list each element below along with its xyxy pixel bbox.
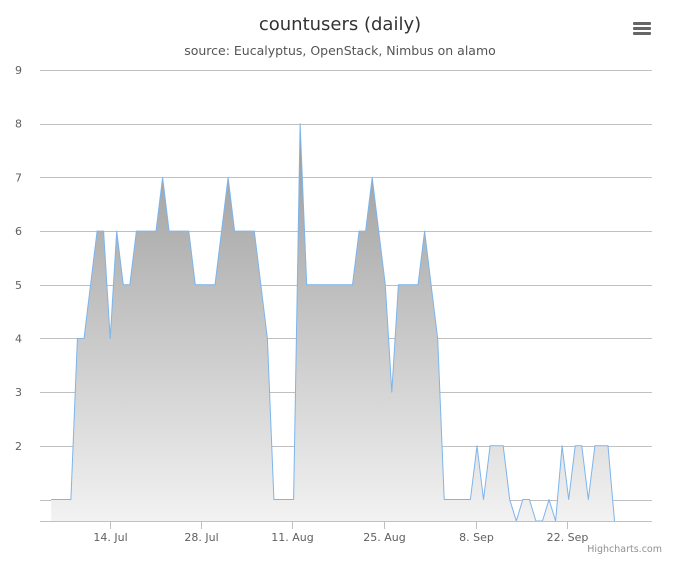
y-tick-label: 5	[15, 279, 22, 292]
series-line[interactable]	[51, 123, 615, 522]
series-area	[51, 123, 615, 522]
y-tick-label: 4	[15, 332, 22, 345]
x-axis-labels: 14. Jul 28. Jul 11. Aug 25. Aug 8. Sep 22. Se…	[93, 531, 588, 544]
y-axis-labels: 2 3 4 5 6 7 8 9	[15, 64, 22, 453]
x-axis	[40, 521, 652, 529]
x-tick-label: 11. Aug	[271, 531, 313, 544]
x-tick-label: 25. Aug	[363, 531, 405, 544]
series-area-fill	[51, 123, 615, 521]
y-tick-label: 9	[15, 64, 22, 77]
x-tick-label: 22. Sep	[547, 531, 589, 544]
x-tick-label: 14. Jul	[93, 531, 127, 544]
hamburger-menu-icon[interactable]	[630, 18, 654, 40]
menu-bar-middle	[633, 27, 651, 30]
y-tick-label: 6	[15, 225, 22, 238]
credits-link[interactable]: Highcharts.com	[587, 544, 662, 555]
x-tick-label: 28. Jul	[184, 531, 218, 544]
menu-bar-bottom	[633, 32, 651, 35]
x-tick-label: 8. Sep	[459, 531, 494, 544]
y-tick-label: 2	[15, 440, 22, 453]
y-tick-label: 7	[15, 171, 22, 184]
y-tick-label: 8	[15, 118, 22, 131]
chart-title: countusers (daily)	[258, 14, 422, 35]
y-tick-label: 3	[15, 386, 22, 399]
chart-subtitle: source: Eucalyptus, OpenStack, Nimbus on…	[184, 43, 496, 58]
menu-bar-top	[633, 22, 651, 25]
